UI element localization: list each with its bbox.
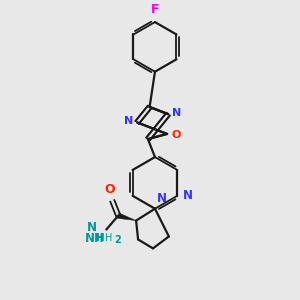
Text: N: N bbox=[183, 189, 193, 202]
Text: F: F bbox=[151, 3, 159, 16]
Text: N: N bbox=[157, 192, 167, 205]
Text: N: N bbox=[86, 221, 96, 234]
Text: O: O bbox=[104, 183, 115, 196]
Text: H: H bbox=[96, 232, 104, 242]
Text: NH: NH bbox=[85, 232, 104, 244]
Text: H: H bbox=[105, 232, 113, 242]
Text: N: N bbox=[172, 108, 181, 118]
Text: N: N bbox=[124, 116, 133, 126]
Text: 2: 2 bbox=[114, 236, 121, 245]
Text: O: O bbox=[171, 130, 180, 140]
Polygon shape bbox=[118, 213, 136, 220]
